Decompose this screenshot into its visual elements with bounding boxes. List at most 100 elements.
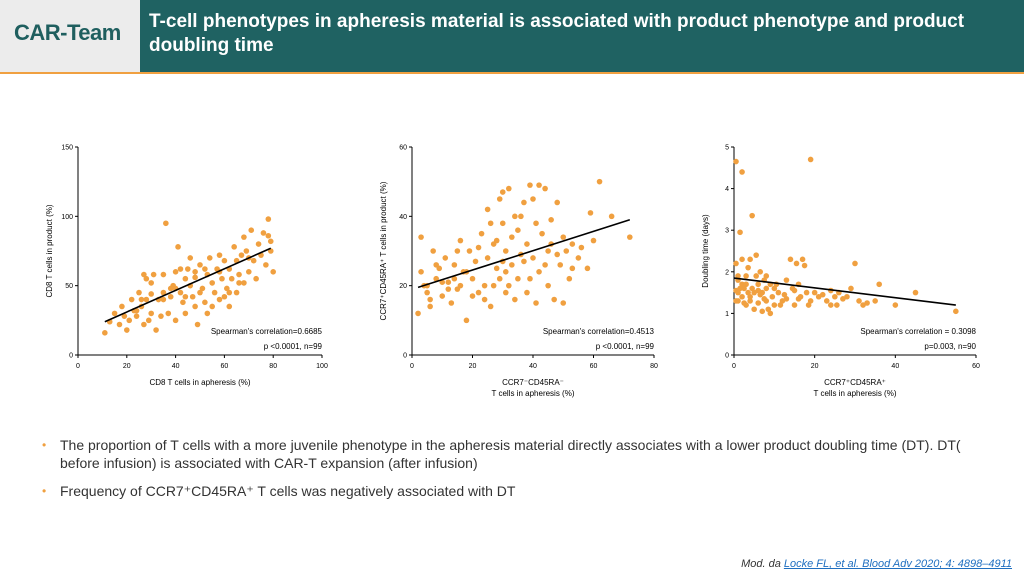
x-tick-label: 80	[650, 363, 658, 370]
data-point	[795, 296, 802, 302]
data-point	[148, 310, 154, 317]
scatter-plot-2: 0 20 40 60 0 1 2 3 4 5 Spearman's correlation = 0.…	[701, 145, 980, 399]
data-point	[828, 302, 834, 308]
data-point	[521, 199, 527, 206]
data-point	[912, 289, 919, 296]
data-point	[143, 296, 150, 303]
data-point	[587, 210, 594, 216]
data-point	[627, 234, 633, 240]
data-point	[548, 217, 554, 223]
data-point	[163, 220, 169, 227]
p-value-label: p=0.003, n=90	[924, 342, 976, 351]
data-point	[209, 280, 215, 286]
data-point	[478, 230, 485, 237]
data-point	[167, 293, 174, 300]
y-axis-label: CCR7⁺CD45RA⁺ T cells in product (%)	[379, 181, 388, 320]
bullet-list: • The proportion of T cells with a more …	[40, 436, 1000, 510]
data-point	[481, 296, 488, 303]
x-tick-label: 60	[972, 363, 980, 370]
data-point	[175, 244, 181, 250]
data-point	[246, 269, 252, 275]
x-axis-label-line2: T cells in apheresis (%)	[814, 389, 897, 398]
data-point	[542, 262, 548, 268]
correlation-label: Spearman's correlation = 0.3098	[860, 327, 976, 336]
data-point	[757, 291, 764, 298]
data-point	[608, 213, 615, 220]
data-point	[515, 227, 521, 233]
data-point	[457, 237, 464, 244]
data-point	[496, 196, 503, 202]
slide-header: CAR-Team T-cell phenotypes in apheresis …	[0, 0, 1024, 72]
data-point	[148, 291, 154, 297]
data-point	[490, 282, 497, 289]
data-point	[584, 265, 591, 272]
data-point	[124, 327, 130, 333]
data-point	[753, 252, 759, 258]
correlation-label: Spearman's correlation=0.4513	[543, 327, 655, 336]
data-point	[143, 275, 150, 282]
data-point	[749, 212, 755, 219]
data-point	[554, 251, 560, 258]
data-point	[518, 213, 524, 220]
data-point	[475, 244, 482, 251]
data-point	[803, 289, 810, 296]
data-point	[226, 303, 233, 310]
data-point	[739, 293, 745, 300]
data-point	[231, 244, 237, 250]
y-tick-label: 60	[399, 145, 407, 152]
car-team-logo: CAR-Team	[14, 20, 121, 45]
data-point	[590, 237, 597, 244]
bullet-item: • The proportion of T cells with a more …	[40, 436, 1000, 472]
data-point	[755, 287, 761, 294]
data-point	[551, 296, 557, 303]
citation-prefix: Mod. da	[741, 558, 784, 570]
data-point	[530, 255, 536, 261]
data-point	[811, 289, 818, 296]
citation: Mod. da Locke FL, et al. Blood Adv 2020;…	[741, 558, 1012, 570]
data-point	[743, 281, 749, 288]
data-point	[228, 275, 235, 282]
data-point	[823, 298, 830, 304]
data-point	[457, 282, 464, 289]
data-point	[253, 275, 259, 282]
data-point	[445, 279, 452, 286]
data-point	[138, 296, 145, 303]
data-point	[430, 248, 436, 254]
data-point	[141, 271, 147, 278]
data-point	[265, 232, 272, 239]
data-point	[415, 310, 421, 317]
x-tick-label: 40	[529, 363, 537, 370]
data-point	[761, 296, 768, 302]
data-point	[119, 303, 125, 310]
data-point	[199, 285, 206, 292]
data-point	[509, 234, 515, 240]
y-tick-label: 0	[403, 353, 407, 360]
data-point	[751, 306, 757, 313]
data-point	[197, 262, 203, 268]
p-value-label: p <0.0001, n=99	[596, 342, 655, 351]
data-point	[496, 275, 503, 282]
data-point	[263, 262, 269, 268]
data-point	[506, 282, 512, 289]
x-tick-label: 20	[469, 363, 477, 370]
scatter-plot-0: 0 20 40 60 80 100 0 50 100 150 Spearman's correlat…	[45, 145, 328, 388]
data-point	[777, 302, 784, 308]
y-tick-label: 150	[61, 145, 73, 152]
data-point	[197, 289, 203, 296]
data-point	[759, 308, 766, 315]
data-point	[801, 262, 808, 269]
data-point	[250, 257, 257, 264]
data-point	[733, 298, 739, 304]
data-point	[177, 289, 184, 296]
data-point	[856, 298, 862, 304]
bullet-dot-icon: •	[42, 484, 47, 498]
data-point	[530, 196, 536, 202]
data-point	[182, 310, 189, 317]
data-point	[569, 241, 576, 247]
data-point	[512, 213, 518, 220]
citation-link[interactable]: Locke FL, et al. Blood Adv 2020; 4: 4898…	[783, 558, 1012, 570]
data-point	[182, 275, 189, 282]
trend-line	[417, 219, 631, 289]
y-tick-label: 50	[65, 283, 73, 290]
data-point	[783, 277, 790, 283]
